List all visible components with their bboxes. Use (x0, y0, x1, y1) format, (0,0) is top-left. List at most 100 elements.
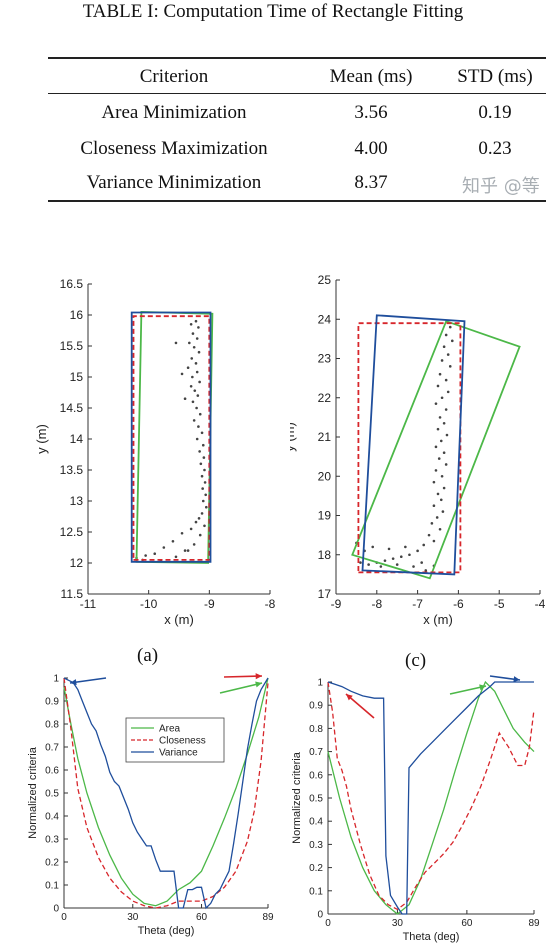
y-tick-label: 16.5 (60, 277, 84, 291)
y-tick-label: 12.5 (60, 525, 84, 539)
data-point (416, 549, 419, 553)
data-point (444, 333, 448, 337)
table-cell: 4.00 (354, 138, 388, 159)
data-point (203, 481, 207, 484)
y-tick-label: 14.5 (60, 401, 84, 415)
table-bottom-rule (48, 200, 546, 202)
data-point (201, 499, 205, 503)
y-tick-label: 0.9 (45, 697, 59, 708)
table-cell: Area Minimization (101, 102, 247, 123)
x-tick-label: 60 (196, 912, 208, 923)
data-point (420, 561, 423, 564)
data-point (194, 362, 198, 365)
table-cell: Closeness Maximization (80, 138, 268, 159)
data-point (442, 486, 446, 490)
y-tick-label: 0.1 (45, 881, 59, 892)
legend-box (125, 717, 225, 763)
y-tick-label: 0.5 (45, 789, 59, 800)
series-line-closeness (327, 681, 535, 911)
data-point (371, 545, 375, 549)
y-tick-label: 21 (318, 430, 332, 444)
data-point (197, 350, 201, 354)
data-point (432, 480, 436, 484)
data-point (189, 385, 193, 388)
data-point (144, 554, 147, 557)
y-axis-label: y (m) (34, 424, 49, 454)
data-point (450, 339, 454, 343)
x-tick-label: -6 (453, 597, 464, 611)
legend-label-variance: Variance (159, 748, 198, 759)
data-point (192, 543, 196, 546)
y-tick-label: 11.5 (61, 587, 84, 601)
data-point (383, 559, 387, 562)
y-tick-label: 0.2 (309, 863, 323, 874)
y-tick-label: 0.2 (45, 858, 59, 869)
data-point (174, 555, 178, 559)
data-point (444, 463, 448, 466)
series-line-area (63, 677, 269, 907)
x-axis-label: Theta (deg) (403, 931, 460, 943)
y-tick-label: 14 (70, 432, 84, 446)
data-point (174, 341, 178, 345)
y-tick-label: 0.3 (309, 840, 323, 851)
data-point (199, 462, 203, 466)
x-tick-label: 30 (392, 918, 404, 929)
data-point (424, 569, 428, 572)
table-cell: Variance Minimization (86, 172, 262, 193)
chart-a-scatter: -11 -10 -9 -8 11.5 12 12.5 13 13.5 14 14.5 15 15.5 16… (34, 277, 276, 627)
data-point (186, 366, 190, 369)
data-point (442, 345, 446, 349)
data-point (201, 487, 204, 490)
data-point (183, 397, 187, 400)
data-point (436, 492, 440, 496)
data-point (434, 469, 438, 472)
data-point (195, 337, 199, 340)
data-point (439, 439, 443, 443)
y-tick-label: 0.4 (309, 817, 323, 828)
annotation-arrow (219, 682, 263, 694)
x-tick-label: 0 (325, 918, 331, 929)
data-point (432, 504, 436, 507)
data-point (440, 474, 444, 478)
table-cell: 3.56 (354, 102, 388, 123)
annotation-arrowhead (513, 676, 520, 683)
data-point (399, 555, 403, 559)
data-point (171, 540, 175, 543)
data-point (444, 408, 448, 411)
data-point (387, 547, 391, 551)
y-tick-label: 0.8 (309, 724, 323, 735)
y-tick-label: 0.6 (45, 766, 59, 777)
annotation-arrowhead (70, 679, 77, 686)
y-tick-label: 0.1 (309, 886, 323, 897)
data-point (391, 557, 395, 560)
y-tick-label: 15 (70, 370, 84, 384)
y-axis-label: Normalized criteria (27, 746, 39, 839)
data-point (438, 372, 442, 376)
data-point (438, 527, 442, 531)
fitted-rectangle-closeness (132, 315, 211, 561)
y-tick-label: 0 (53, 904, 59, 915)
x-axis-label: x (m) (423, 612, 453, 627)
data-point (198, 412, 202, 416)
data-point (412, 565, 415, 568)
table-cell: 0.19 (478, 102, 512, 123)
x-tick-label: 60 (461, 918, 473, 929)
table-mid-rule (48, 93, 546, 94)
data-point (444, 378, 448, 382)
x-tick-label: -5 (494, 597, 505, 611)
table-cell: 8.37 (354, 172, 388, 193)
data-point (430, 522, 434, 525)
x-tick-label: -4 (535, 597, 546, 611)
y-tick-label: 13 (70, 494, 84, 508)
data-point (367, 563, 370, 566)
data-point (448, 365, 452, 368)
y-tick-label: 18 (318, 548, 332, 562)
data-point (202, 456, 206, 459)
data-point (197, 517, 201, 520)
legend-label-area: Area (159, 724, 181, 735)
x-tick-label: -10 (140, 597, 158, 611)
data-point (191, 400, 195, 404)
y-tick-label: 16 (70, 308, 84, 322)
data-point (190, 357, 194, 360)
data-point (446, 353, 450, 356)
